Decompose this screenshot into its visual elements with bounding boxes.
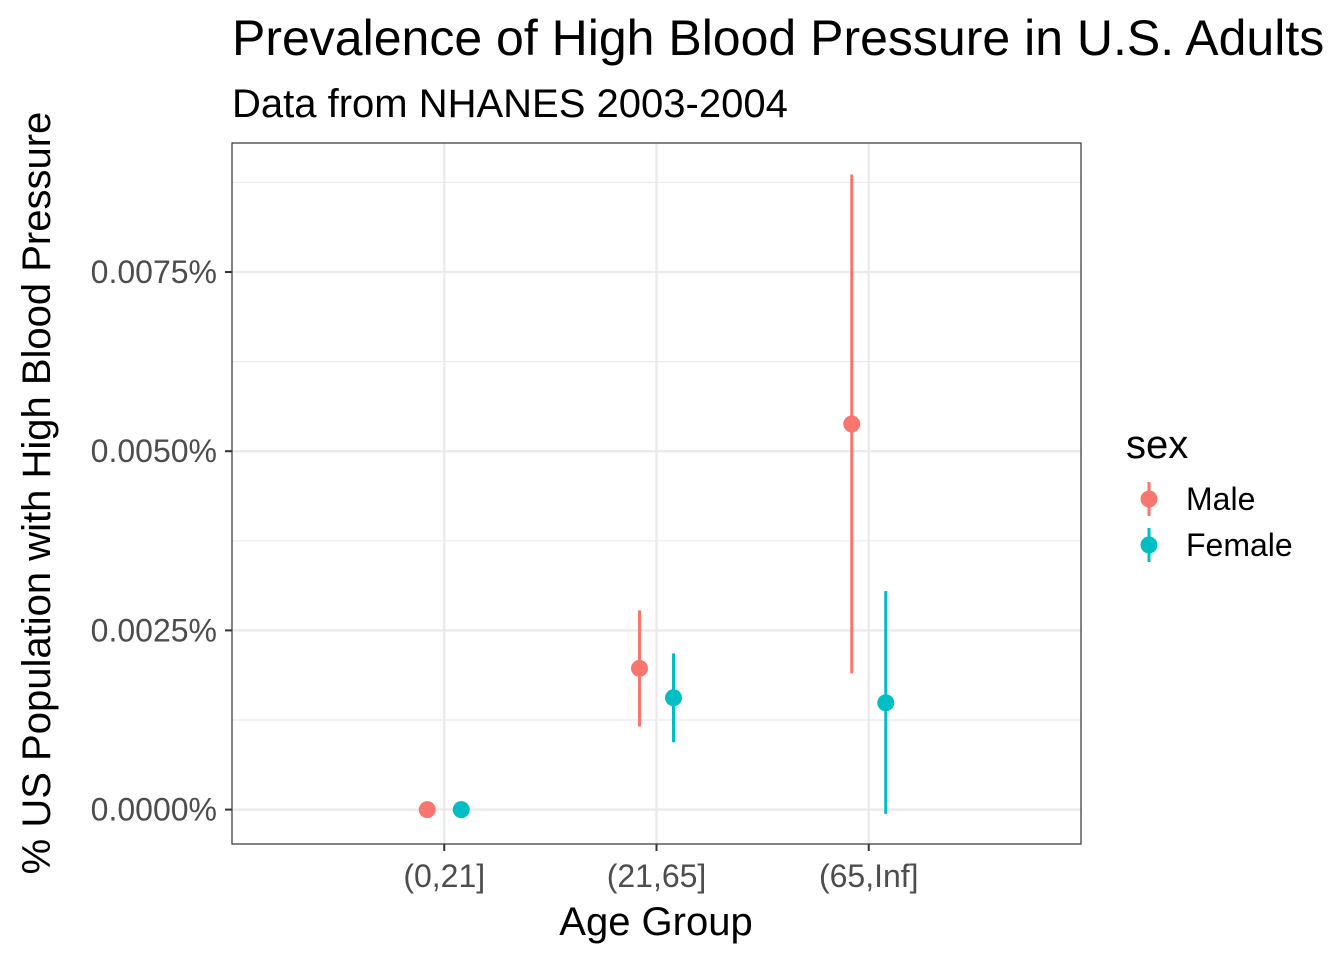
x-axis-title: Age Group [559, 900, 752, 944]
point-male-2 [843, 415, 861, 433]
y-axis-title: % US Population with High Blood Pressure [15, 112, 59, 875]
legend-key-point-male [1140, 490, 1158, 508]
point-male-1 [631, 659, 648, 677]
legend-key-point-female [1140, 536, 1158, 554]
data-points [418, 415, 895, 819]
x-tick-label-1: (21,65] [607, 858, 707, 894]
point-female-1 [665, 689, 682, 707]
legend-label-female: Female [1186, 527, 1293, 563]
chart-title: Prevalence of High Blood Pressure in U.S… [232, 10, 1324, 66]
major-grid [232, 143, 1081, 844]
point-male-0 [418, 801, 436, 819]
x-tick-label-2: (65,Inf] [819, 858, 919, 894]
x-tick-label-0: (0,21] [403, 858, 485, 894]
y-tick-label-2: 0.0050% [91, 433, 217, 469]
y-tick-label-1: 0.0025% [91, 612, 217, 648]
point-female-0 [452, 801, 470, 819]
y-tick-label-3: 0.0075% [91, 254, 217, 290]
legend: sex Male Female [1126, 423, 1293, 563]
legend-title: sex [1126, 423, 1188, 467]
x-axis: (0,21] (21,65] (65,Inf] [403, 844, 919, 894]
legend-label-male: Male [1186, 481, 1255, 517]
point-female-2 [877, 694, 895, 712]
chart-subtitle: Data from NHANES 2003-2004 [232, 82, 788, 126]
y-tick-label-0: 0.0000% [91, 792, 217, 828]
y-axis: 0.0000% 0.0025% 0.0050% 0.0075% [91, 254, 232, 828]
